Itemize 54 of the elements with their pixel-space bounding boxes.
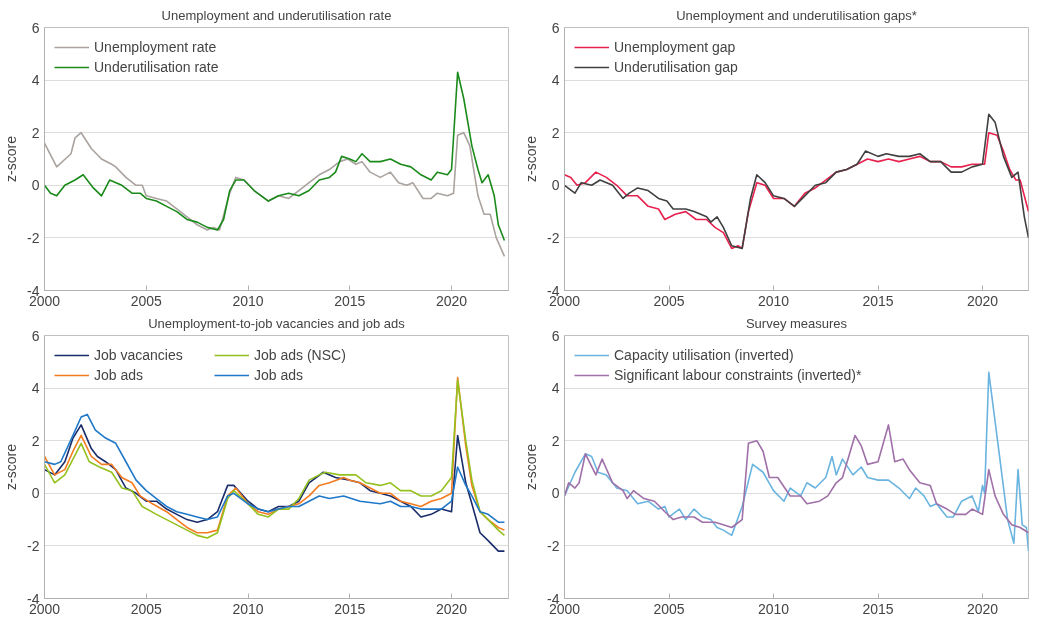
x-tick-label: 2015 — [334, 600, 366, 617]
x-tick-label: 2015 — [862, 292, 894, 309]
y-tick-label: 2 — [31, 432, 40, 449]
x-tick-label: 2020 — [966, 292, 999, 309]
legend-label: Job vacancies — [94, 346, 184, 364]
y-tick-label: -2 — [547, 537, 560, 554]
x-tick-label: 2010 — [757, 292, 790, 309]
legend-label: Significant labour constraints (inverted)* — [614, 366, 862, 384]
legend-label: Unemployment gap — [614, 38, 736, 56]
y-tick-label: 2 — [31, 124, 40, 141]
y-axis-title: z-score — [523, 135, 540, 182]
legend-label: Underutilisation gap — [614, 58, 738, 76]
x-tick-label: 2020 — [966, 600, 999, 617]
y-axis-title: z-score — [3, 443, 20, 490]
y-tick-label: 2 — [551, 432, 560, 449]
y-tick-label: 4 — [551, 72, 560, 89]
y-tick-label: 6 — [31, 327, 40, 344]
x-tick-label: 2015 — [862, 600, 894, 617]
x-tick-label: 2005 — [653, 600, 685, 617]
y-tick-label: -2 — [547, 229, 560, 246]
x-tick-label: 2005 — [130, 600, 163, 617]
chart-title: Unemployment and underutilisation rate — [161, 7, 392, 23]
legend-label: Job ads (NSC) — [254, 346, 347, 364]
y-tick-label: 4 — [551, 380, 560, 397]
x-tick-label: 2005 — [130, 292, 163, 309]
chart-title: Unemployment and underutilisation gaps* — [676, 7, 917, 23]
y-tick-label: 0 — [551, 485, 560, 502]
x-tick-label: 2005 — [653, 292, 685, 309]
y-tick-label: -2 — [27, 229, 40, 246]
x-tick-label: 2015 — [334, 292, 366, 309]
legend-label: Unemployment rate — [94, 38, 217, 56]
legend-label: Capacity utilisation (inverted) — [614, 346, 794, 364]
y-axis-title: z-score — [523, 443, 540, 490]
y-tick-label: 0 — [31, 485, 40, 502]
x-tick-label: 2010 — [757, 600, 790, 617]
y-tick-label: 6 — [551, 19, 560, 36]
chart-title: Survey measures — [745, 315, 848, 331]
y-tick-label: 6 — [551, 327, 560, 344]
x-tick-label: 2010 — [232, 292, 264, 309]
y-tick-label: 2 — [551, 124, 560, 141]
y-tick-label: -2 — [27, 537, 40, 554]
legend-label: Underutilisation rate — [94, 58, 219, 76]
y-tick-label: 4 — [31, 72, 40, 89]
x-tick-label: 2020 — [435, 292, 468, 309]
legend-label: Job ads — [254, 366, 305, 384]
x-tick-label: 2010 — [232, 600, 264, 617]
x-tick-label: 2020 — [435, 600, 468, 617]
y-axis-title: z-score — [3, 135, 20, 182]
y-tick-label: 0 — [551, 177, 560, 194]
legend-label: Job ads — [94, 366, 145, 384]
y-tick-label: 6 — [31, 19, 40, 36]
y-tick-label: 0 — [31, 177, 40, 194]
y-tick-label: 4 — [31, 380, 40, 397]
chart-title: Unemployment-to-job vacancies and job ads — [148, 315, 406, 331]
